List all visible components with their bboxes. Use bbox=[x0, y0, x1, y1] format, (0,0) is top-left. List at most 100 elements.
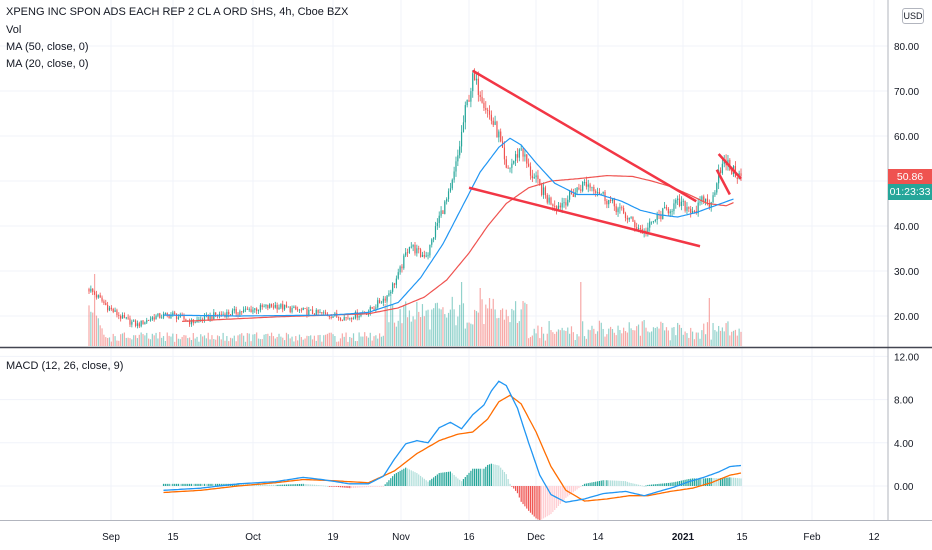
volume-bar bbox=[399, 309, 401, 346]
volume-bar bbox=[148, 338, 150, 346]
volume-bar bbox=[345, 332, 347, 346]
volume-bar bbox=[587, 329, 589, 346]
macd-tick-label: 8.00 bbox=[894, 396, 914, 407]
volume-bar bbox=[202, 336, 204, 346]
macd-histogram-bar bbox=[619, 480, 621, 486]
volume-bar bbox=[209, 339, 211, 346]
volume-bar bbox=[103, 334, 105, 346]
macd-histogram-bar bbox=[645, 485, 647, 487]
volume-bar bbox=[425, 310, 427, 346]
volume-bar bbox=[257, 338, 260, 346]
volume-bar bbox=[729, 335, 731, 346]
macd-histogram-bar bbox=[421, 477, 424, 486]
candle-body bbox=[567, 199, 569, 206]
volume-bar bbox=[705, 334, 707, 346]
candle-body bbox=[153, 317, 155, 320]
candle-body bbox=[218, 313, 220, 316]
candle-body bbox=[623, 208, 625, 214]
volume-bar bbox=[604, 336, 606, 346]
candle-body bbox=[269, 304, 271, 308]
macd-histogram-bar bbox=[181, 483, 183, 486]
candle-body bbox=[630, 216, 632, 218]
macd-histogram-bar bbox=[241, 483, 243, 486]
volume-bar bbox=[591, 325, 593, 346]
macd-histogram-bar bbox=[544, 486, 546, 518]
volume-bar bbox=[164, 341, 166, 346]
candle-body bbox=[576, 187, 578, 193]
volume-bar bbox=[544, 340, 546, 346]
macd-histogram-bar bbox=[669, 482, 671, 486]
volume-bar bbox=[166, 332, 168, 346]
candle-body bbox=[587, 184, 589, 187]
candle-body bbox=[574, 192, 576, 197]
macd-histogram-bar bbox=[602, 480, 604, 486]
volume-bar bbox=[693, 339, 696, 346]
candle-body bbox=[533, 177, 535, 179]
volume-bar bbox=[678, 324, 681, 346]
candle-body bbox=[229, 314, 232, 316]
volume-bar bbox=[537, 325, 539, 346]
candle-body bbox=[170, 314, 172, 318]
macd-histogram-bar bbox=[721, 477, 723, 486]
candle-body bbox=[243, 309, 245, 313]
volume-bar bbox=[669, 340, 671, 346]
candle-body bbox=[688, 207, 690, 209]
macd-histogram-bar bbox=[414, 472, 416, 486]
macd-histogram-bar bbox=[390, 478, 392, 486]
volume-bar bbox=[175, 333, 178, 346]
candle-body bbox=[99, 295, 101, 298]
volume-bar bbox=[179, 339, 181, 346]
volume-bar bbox=[393, 322, 396, 346]
volume-bar bbox=[241, 333, 243, 346]
candle-body bbox=[636, 227, 638, 229]
candle-body bbox=[317, 309, 319, 313]
candle-body bbox=[678, 198, 681, 207]
candle-body bbox=[123, 315, 125, 318]
candle-body bbox=[492, 120, 494, 125]
candle-body bbox=[116, 310, 118, 316]
volume-bar bbox=[719, 330, 722, 346]
macd-histogram-bar bbox=[162, 483, 165, 486]
volume-bar bbox=[457, 316, 459, 346]
volume-bar bbox=[507, 316, 509, 346]
time-tick-label: 14 bbox=[592, 532, 604, 543]
macd-histogram-bar bbox=[477, 468, 479, 486]
candle-body bbox=[520, 148, 522, 150]
volume-bar bbox=[569, 333, 571, 346]
candle-body bbox=[405, 252, 407, 256]
macd-histogram-bar bbox=[447, 471, 450, 486]
candle-body bbox=[522, 148, 524, 157]
macd-histogram-bar bbox=[311, 484, 314, 486]
volume-bar bbox=[511, 308, 513, 346]
volume-bar bbox=[498, 317, 500, 346]
volume-bar bbox=[403, 305, 405, 346]
candle-body bbox=[444, 201, 446, 214]
macd-histogram-bar bbox=[464, 477, 466, 486]
macd-histogram-bar bbox=[345, 486, 347, 488]
time-tick-label: 16 bbox=[463, 532, 475, 543]
volume-bar bbox=[308, 336, 310, 346]
candle-body bbox=[287, 306, 289, 308]
volume-bar bbox=[412, 316, 414, 346]
volume-bar bbox=[606, 334, 608, 346]
candle-body bbox=[298, 309, 301, 311]
macd-histogram-bar bbox=[535, 486, 537, 519]
candle-body bbox=[399, 266, 401, 273]
candle-body bbox=[252, 309, 254, 313]
volume-bar bbox=[632, 330, 634, 346]
volume-bar bbox=[559, 330, 561, 346]
volume-bar bbox=[390, 295, 392, 346]
macd-histogram-bar bbox=[354, 486, 356, 488]
candle-body bbox=[194, 322, 196, 324]
macd-histogram-bar bbox=[595, 481, 597, 486]
currency-button[interactable]: USD bbox=[902, 8, 924, 24]
candle-body bbox=[531, 175, 533, 179]
macd-histogram-bar bbox=[565, 486, 567, 498]
macd-histogram-bar bbox=[315, 484, 317, 486]
candle-body bbox=[481, 96, 483, 103]
volume-bar bbox=[639, 335, 642, 346]
candle-body bbox=[600, 193, 602, 195]
macd-histogram-bar bbox=[298, 483, 301, 486]
volume-bar bbox=[583, 336, 586, 346]
